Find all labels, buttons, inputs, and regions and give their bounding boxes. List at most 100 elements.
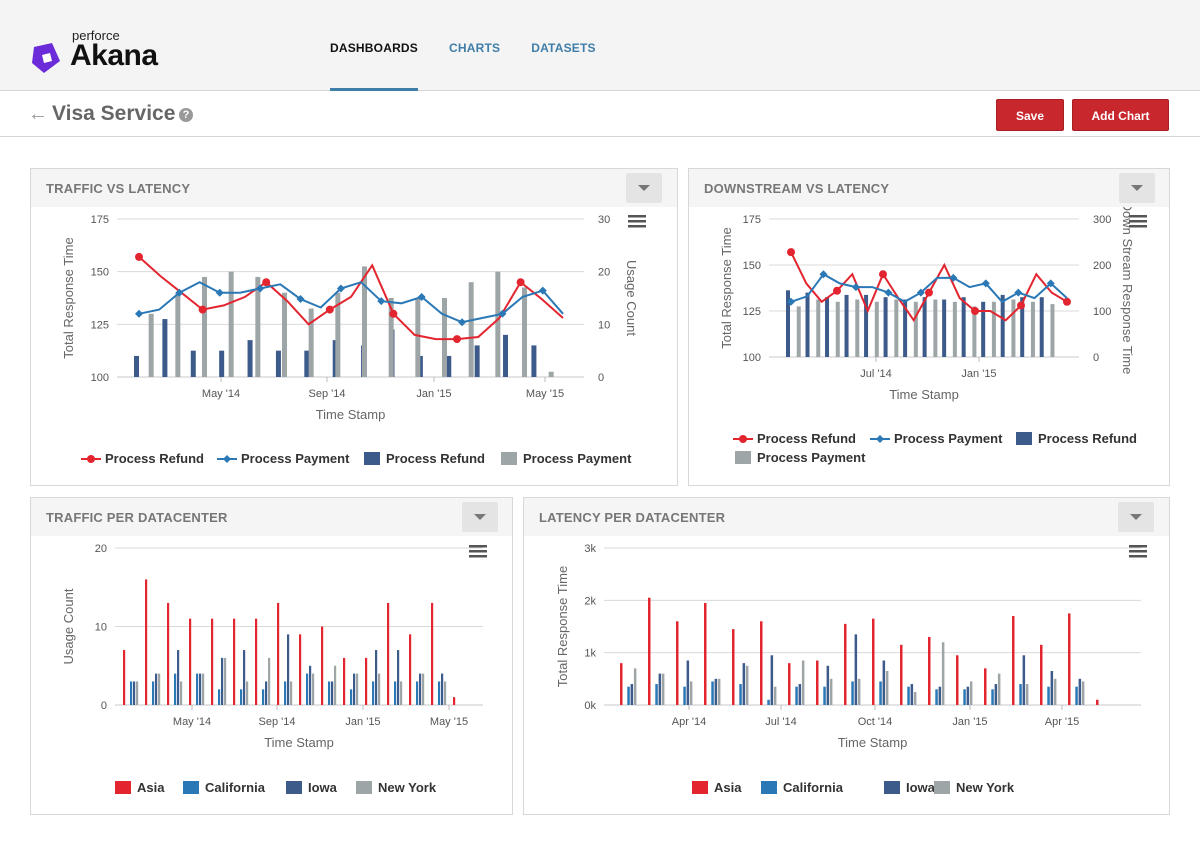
data-point [336, 284, 345, 293]
y2-tick-label: 20 [598, 267, 610, 279]
x-tick-label: Jan '15 [416, 388, 451, 400]
panel-dropdown-button[interactable] [1118, 502, 1154, 532]
series-bar [938, 686, 942, 705]
panel-dropdown-button[interactable] [626, 173, 662, 203]
data-point [135, 309, 143, 318]
series-bar [375, 650, 378, 705]
akana-logo-icon [32, 43, 60, 73]
series-bar [825, 297, 830, 357]
series-bar [446, 355, 452, 377]
nav-charts[interactable]: CHARTS [449, 41, 501, 55]
series-bar [328, 681, 331, 705]
legend-item-label: Process Payment [757, 450, 866, 465]
series-bar [801, 660, 805, 705]
y2-tick-label: 100 [1093, 306, 1111, 318]
x-tick-label: Apr '14 [672, 716, 707, 728]
nav-dashboards[interactable]: DASHBOARDS [330, 0, 419, 91]
series-bar [900, 644, 903, 705]
series-bar [1050, 304, 1055, 357]
series-bar [134, 355, 139, 377]
series-bar [969, 681, 973, 705]
series-bar [1050, 670, 1054, 705]
x-tick-label: Jan '15 [345, 716, 380, 728]
y-tick-label: 175 [91, 214, 109, 226]
series-bar [683, 686, 686, 705]
series-bar [275, 350, 281, 377]
series-bar [304, 350, 310, 377]
series-bar [331, 681, 334, 705]
series-bar [211, 618, 214, 705]
series-bar [362, 266, 367, 377]
x-axis-title: Time Stamp [889, 387, 959, 402]
series-bar [935, 689, 938, 705]
series-bar [1047, 686, 1050, 705]
series-bar [913, 301, 918, 357]
add-chart-button[interactable]: Add Chart [1072, 99, 1169, 131]
series-bar [1020, 297, 1025, 357]
data-point [787, 248, 795, 257]
legend-swatch [692, 781, 708, 794]
panel-dropdown-button[interactable] [462, 502, 498, 532]
series-bar [966, 686, 970, 705]
y-tick-label: 2k [584, 595, 596, 607]
y-axis-title: Total Response Time [61, 237, 76, 358]
data-point [787, 297, 795, 306]
series-bar [221, 657, 224, 705]
x-tick-label: Jan '15 [961, 368, 996, 380]
legend-diamond-marker [876, 435, 884, 443]
panel-dropdown-button[interactable] [1119, 173, 1155, 203]
x-tick-label: Jul '14 [860, 368, 891, 380]
y-axis-title: Total Response Time [719, 227, 734, 348]
chart-menu-icon [469, 550, 487, 553]
data-point [389, 309, 398, 318]
data-point [925, 288, 933, 297]
series-bar [224, 657, 227, 705]
series-bar [130, 681, 133, 705]
series-bar [981, 301, 986, 357]
series-bar [332, 340, 338, 377]
series-bar [495, 271, 501, 377]
series-bar [1078, 678, 1082, 705]
series-bar [1096, 699, 1099, 705]
x-tick-label: May '15 [430, 716, 468, 728]
data-point [981, 279, 990, 288]
data-point [1063, 297, 1071, 306]
series-bar [175, 292, 181, 377]
legend-item-label: New York [956, 780, 1015, 795]
y2-tick-label: 300 [1093, 214, 1111, 226]
data-point [1017, 301, 1025, 310]
save-button[interactable]: Save [996, 99, 1064, 131]
series-bar [903, 299, 908, 357]
series-bar [879, 681, 882, 705]
legend-swatch [364, 452, 380, 465]
series-bar [798, 684, 802, 705]
series-bar [306, 673, 309, 705]
series-bar [152, 681, 155, 705]
series-bar [805, 292, 810, 357]
series-bar [262, 689, 265, 705]
series-bar [350, 689, 353, 705]
traffic-per-datacenter-chart: 20 10 0 May '14 Sep '14 Jan '15 May '15 Time St… [61, 543, 487, 795]
legend-item-label: Process Refund [1038, 431, 1137, 446]
back-arrow-icon[interactable]: ← [28, 103, 48, 125]
legend-item-label: Process Payment [894, 431, 1003, 446]
series-bar [829, 678, 833, 705]
nav-datasets[interactable]: DATASETS [531, 41, 596, 55]
series-bar [742, 663, 746, 705]
help-icon[interactable]: ? [179, 108, 193, 122]
series-bar [441, 673, 444, 705]
series-bar [474, 345, 480, 377]
y-tick-label: 175 [743, 214, 761, 226]
y2-tick-label: 30 [598, 214, 610, 226]
series-bar [444, 681, 447, 705]
series-line [138, 256, 564, 341]
series-bar [913, 691, 917, 705]
series-bar [442, 298, 447, 377]
series-bar [844, 623, 847, 705]
series-bar [676, 621, 679, 705]
brand-name: Akana [70, 39, 158, 72]
series-bar [655, 684, 658, 705]
akana-logo[interactable]: perforce Akana [30, 28, 170, 78]
panel-title: TRAFFIC VS LATENCY [46, 181, 191, 196]
series-bar [872, 618, 875, 705]
